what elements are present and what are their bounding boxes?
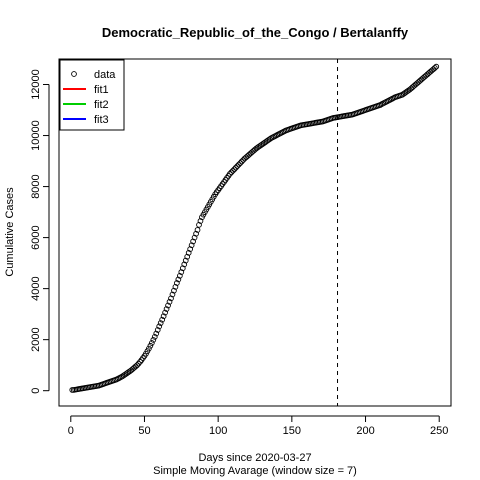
legend-marker <box>71 71 77 77</box>
y-axis: 0 2000 4000 6000 8000 10000 12000 <box>30 69 50 394</box>
data-point <box>188 242 195 249</box>
data-point <box>163 306 170 312</box>
x-tick-label: 150 <box>283 425 301 437</box>
y-tick-label: 0 <box>30 388 42 394</box>
data-point <box>151 334 158 340</box>
data-point <box>160 313 167 320</box>
x-axis: 0 50 100 150 200 250 <box>68 415 448 437</box>
data-point <box>159 316 166 323</box>
data-point <box>237 160 244 166</box>
data-point <box>240 157 247 163</box>
data-point <box>179 265 186 272</box>
data-point <box>137 359 143 365</box>
legend-label: data <box>94 69 116 81</box>
y-axis-label: Cumulative Cases <box>4 187 16 277</box>
y-tick-label: 4000 <box>30 276 42 300</box>
legend-label: fit1 <box>94 84 109 96</box>
x-axis-label: Days since 2020-03-27 <box>198 452 311 464</box>
data-point <box>227 170 233 177</box>
data-point <box>172 283 179 290</box>
data-point <box>191 234 198 241</box>
chart-subtitle: Simple Moving Avarage (window size = 7) <box>153 465 357 477</box>
data-point <box>178 269 185 275</box>
data-point <box>197 218 204 224</box>
data-point <box>157 320 164 326</box>
data-point <box>184 253 191 260</box>
data-point <box>232 164 239 171</box>
data-point <box>181 261 188 268</box>
data-point <box>182 257 189 264</box>
data-point <box>165 302 171 309</box>
x-tick-label: 200 <box>356 425 374 437</box>
x-tick-label: 250 <box>430 425 448 437</box>
data-point <box>266 136 273 142</box>
data-point <box>154 327 161 333</box>
data-point <box>175 276 182 283</box>
data-point <box>148 340 155 346</box>
x-tick-label: 50 <box>138 425 150 437</box>
data-point <box>228 169 235 176</box>
legend-label: fit2 <box>94 99 109 111</box>
data-point <box>146 345 152 352</box>
y-tick-label: 10000 <box>30 120 42 151</box>
data-point <box>134 362 140 369</box>
x-tick-label: 100 <box>209 425 227 437</box>
y-tick-label: 2000 <box>30 327 42 351</box>
legend-label: fit3 <box>94 114 109 126</box>
data-point <box>135 360 142 367</box>
data-point <box>166 299 173 305</box>
data-point <box>187 246 194 252</box>
data-point <box>156 323 163 330</box>
x-tick-label: 0 <box>68 425 74 437</box>
data-point <box>431 65 438 71</box>
y-tick-label: 12000 <box>30 69 42 100</box>
data-point <box>234 163 241 170</box>
data-point <box>194 227 201 233</box>
data-point <box>150 337 157 343</box>
plot-area <box>69 59 440 406</box>
y-tick-label: 6000 <box>30 225 42 249</box>
chart-title: Democratic_Republic_of_the_Congo / Berta… <box>102 25 409 40</box>
data-point <box>238 158 245 165</box>
data-point <box>433 63 440 70</box>
data-point <box>162 309 168 316</box>
data-point <box>190 238 196 245</box>
data-point <box>230 167 236 174</box>
y-tick-label: 8000 <box>30 174 42 198</box>
data-point <box>132 363 139 370</box>
data-point <box>185 250 192 256</box>
data-point <box>153 330 160 337</box>
data-point <box>176 273 183 279</box>
data-point <box>196 221 202 228</box>
data-point <box>231 166 238 173</box>
plot-frame <box>58 58 452 407</box>
data-point <box>193 230 199 237</box>
data-point <box>171 287 177 294</box>
legend: data fit1 fit2 fit3 <box>59 59 125 131</box>
data-point <box>174 280 180 286</box>
data-point <box>235 161 242 168</box>
data-point <box>168 295 174 302</box>
data-point <box>147 342 154 349</box>
data-point <box>169 291 176 298</box>
